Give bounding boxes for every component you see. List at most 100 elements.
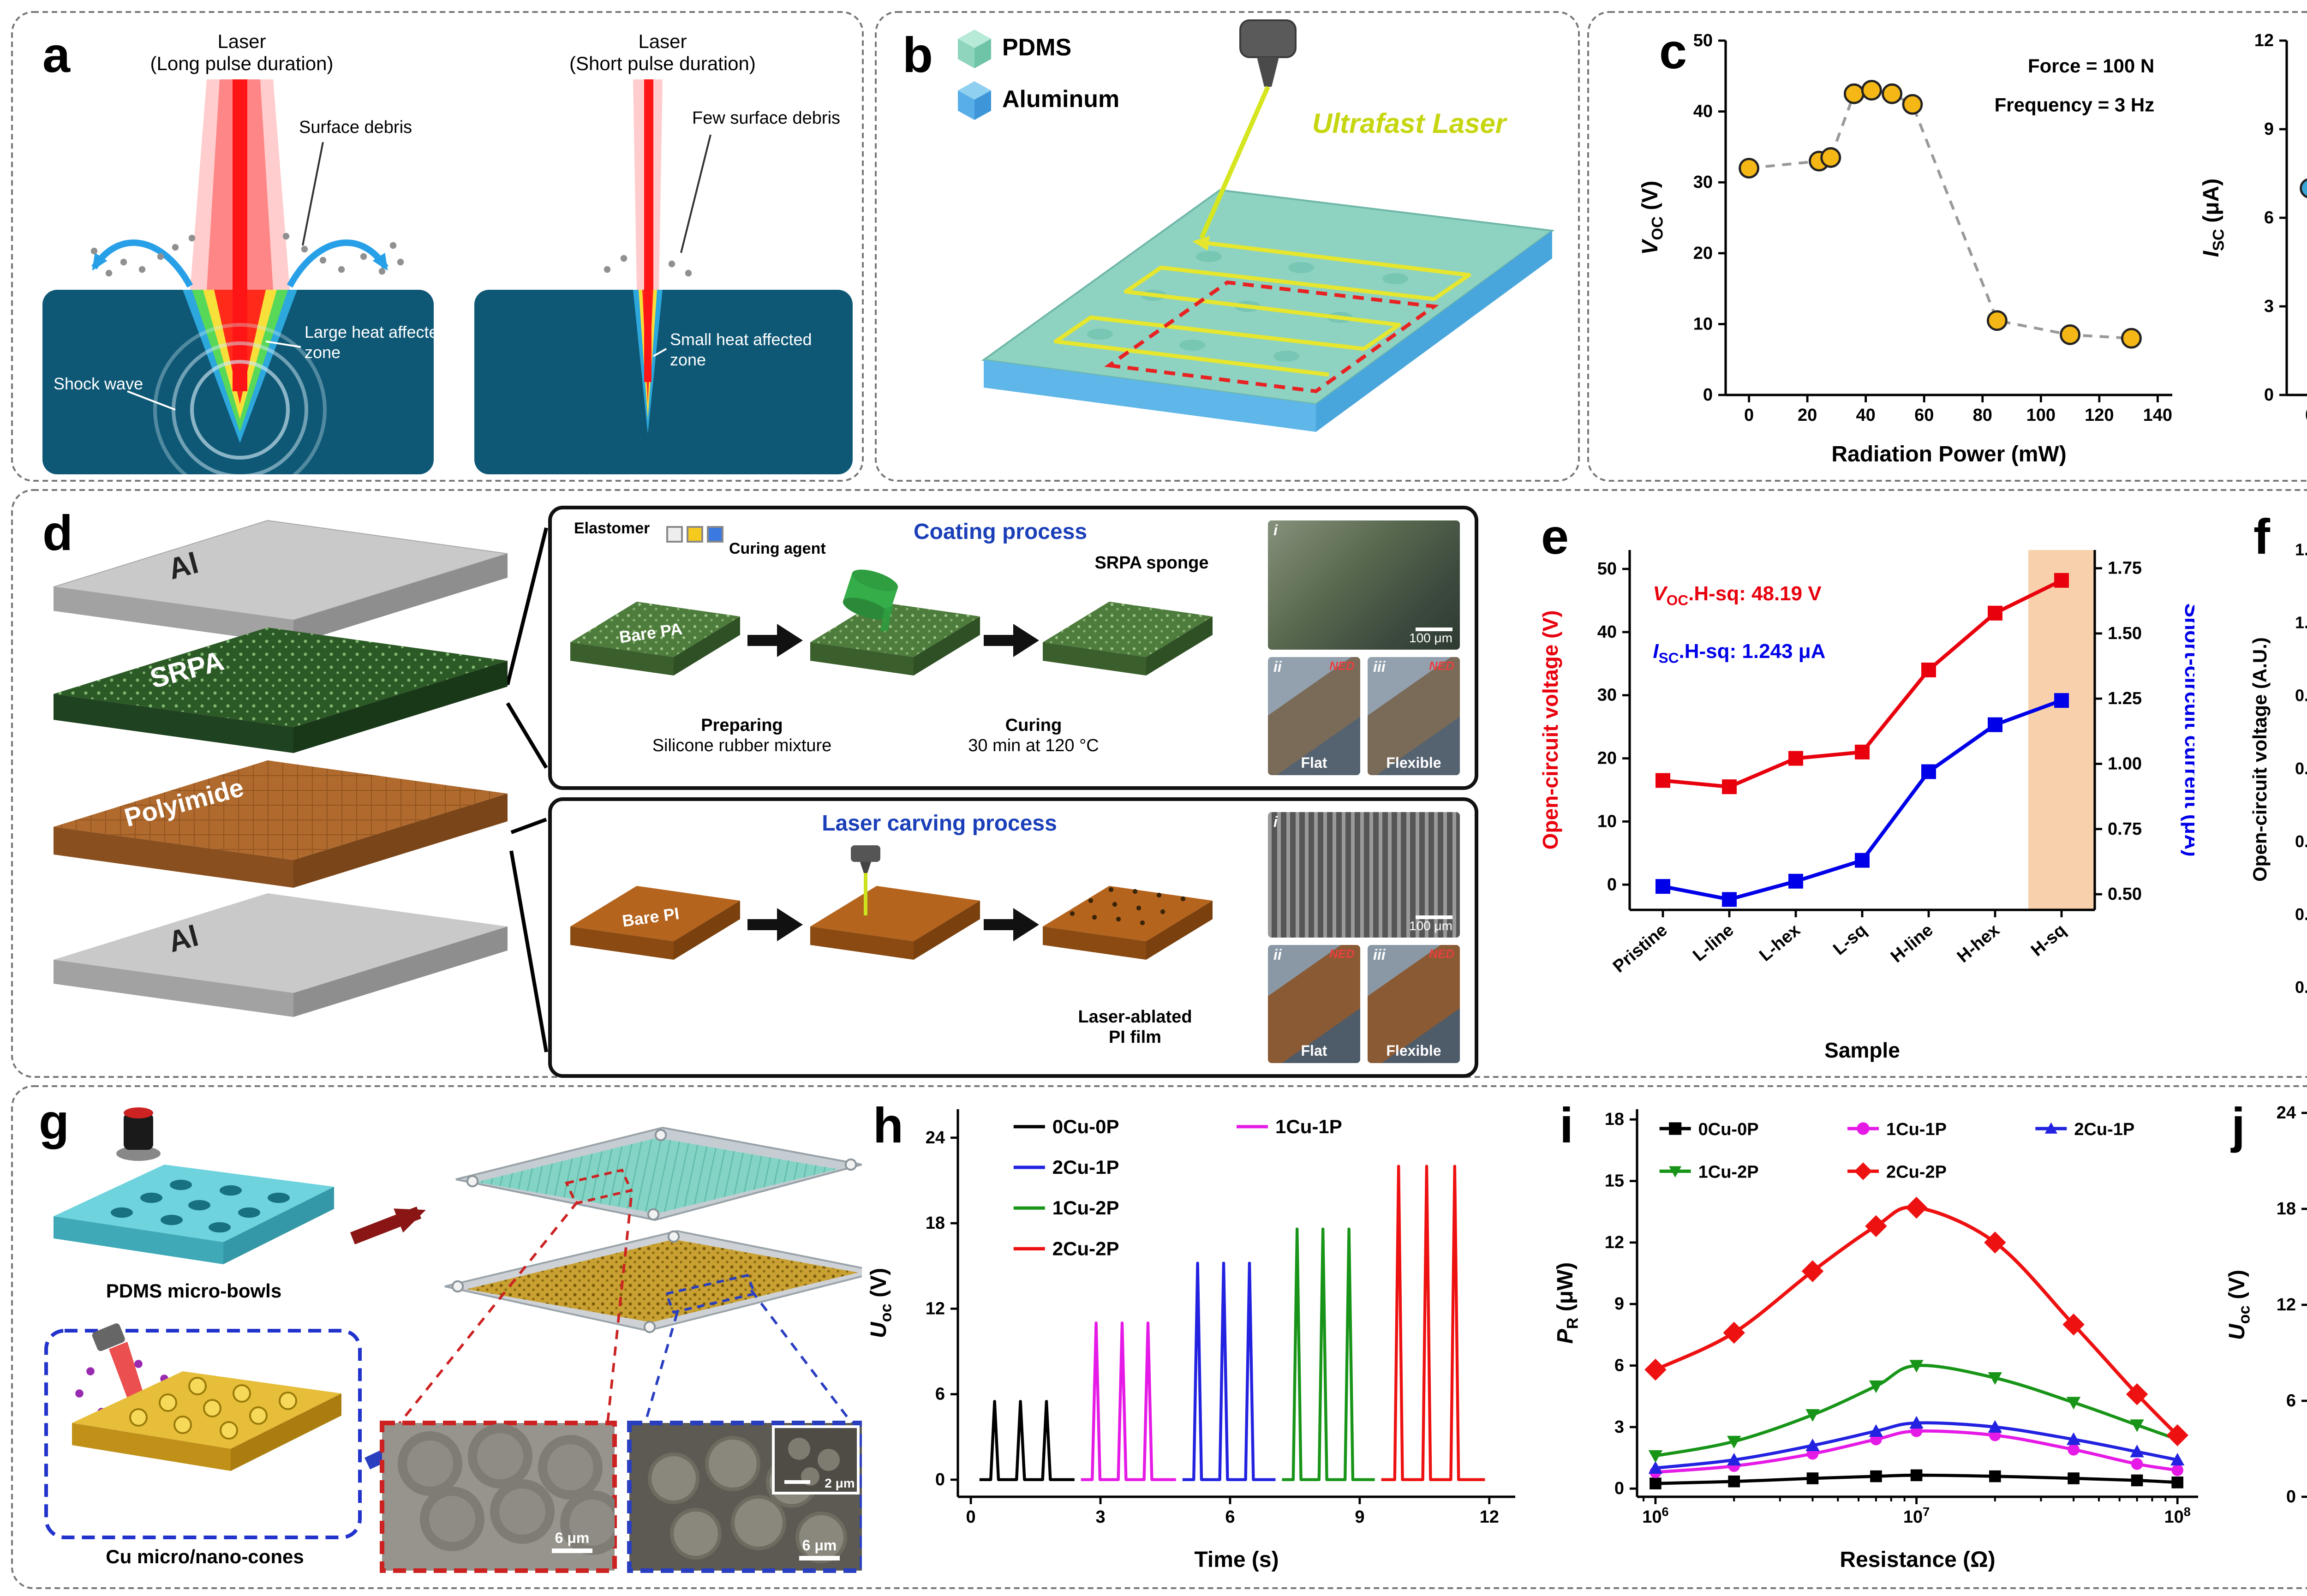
sem-scale-bar: 100 μm: [1409, 914, 1452, 934]
svg-text:Radiation Power (mW): Radiation Power (mW): [1831, 442, 2066, 466]
svg-text:9: 9: [2264, 120, 2274, 139]
flat-caption: Flat: [1301, 755, 1327, 771]
stamp-icon: [124, 1113, 153, 1150]
svg-text:L-sq: L-sq: [1829, 921, 1870, 959]
ned-watermark: NED: [1329, 661, 1355, 674]
panel-def: d Al SRPA Polyimide Al Elastomer: [11, 489, 2307, 1078]
svg-text:3: 3: [2264, 297, 2274, 316]
curing-agent-cube-icon: [707, 526, 723, 544]
svg-text:6: 6: [935, 1385, 945, 1404]
sem-ii-label: ii: [1273, 947, 1282, 963]
aluminum-cube-icon: [958, 81, 991, 120]
zoom-region-blue: [664, 1273, 757, 1314]
micro-bowl-holes: [111, 1179, 290, 1233]
srpa-sponge-label: SRPA sponge: [1094, 554, 1209, 574]
svg-text:Uoc (V): Uoc (V): [2225, 1270, 2253, 1340]
svg-text:Open-circuit voltage (V): Open-circuit voltage (V): [1538, 610, 1562, 850]
device-assembly-schematic: PDMS micro-bowls Cu micro/nano-cones: [44, 1107, 862, 1573]
laser-carving-title: Laser carving process: [822, 810, 1057, 836]
voltage-current-by-sample-chart: Pristine L-line L-hex L-sq H-line H-hex H-sq 0 1…: [1537, 506, 2194, 1069]
laser-ablated-caption-line2: PI film: [1108, 1028, 1161, 1049]
svg-text:ISC.H-sq: 1.243 μA: ISC.H-sq: 1.243 μA: [1653, 640, 1825, 666]
panel-b: b: [875, 11, 1580, 482]
svg-text:Open-circuit voltage (A.U.): Open-circuit voltage (A.U.): [2249, 637, 2271, 882]
top-plate-screws: [466, 1129, 857, 1221]
laser-ablated-caption: Laser-ablated PI film: [1017, 1008, 1253, 1049]
panel-label-j: j: [2231, 1098, 2246, 1154]
photo-flexible-srpa: iii NED Flexible: [1368, 657, 1460, 775]
svg-text:12: 12: [1605, 1233, 1624, 1252]
surface-debris-label: Surface debris: [299, 118, 412, 138]
panel-label-e: e: [1541, 509, 1569, 565]
uoc-vs-time-chart: 0 3 6 9 12 0 6 12 18 24 Time (s) Uoc (V) 0Cu-0P 1Cu-1…: [866, 1094, 1530, 1578]
svg-text:1.25: 1.25: [2108, 689, 2142, 708]
preparing-caption-line1: Preparing: [701, 716, 783, 736]
photo-flat-srpa: ii NED Flat: [1268, 657, 1360, 775]
few-surface-debris-label: Few surface debris: [692, 109, 841, 129]
svg-text:Resistance (Ω): Resistance (Ω): [1840, 1548, 1995, 1572]
left-laser-title: Laser (Long pulse duration): [120, 31, 364, 77]
svg-text:Uoc (V): Uoc (V): [867, 1268, 895, 1338]
sem-scale-text: 100 μm: [1409, 633, 1452, 646]
connector-lines: [506, 527, 548, 1052]
svg-text:Time (s): Time (s): [1194, 1548, 1279, 1572]
svg-text:12: 12: [2277, 1295, 2296, 1315]
laser-beam: [1199, 85, 1270, 239]
curing-caption-line2: 30 min at 120 °C: [968, 736, 1099, 757]
svg-text:0.75: 0.75: [2108, 819, 2142, 839]
svg-text:20: 20: [1693, 244, 1713, 263]
svg-text:6: 6: [2264, 208, 2274, 227]
coating-process-title: Coating process: [914, 519, 1088, 544]
svg-text:18: 18: [926, 1213, 945, 1233]
svg-text:H-sq: H-sq: [2027, 921, 2070, 960]
left-laser-title-line1: Laser: [217, 31, 266, 54]
sem-iii-label: iii: [1373, 659, 1386, 675]
cu-laser-head: [92, 1323, 125, 1351]
pdms-cube-icon: [958, 30, 991, 68]
shock-wave-label: Shock wave: [54, 375, 143, 393]
ned-watermark: NED: [1429, 949, 1454, 962]
svg-text:50: 50: [1693, 31, 1713, 50]
preparing-caption: Preparing Silicone rubber mixture: [596, 716, 888, 758]
svg-text:Frequency = 3 Hz: Frequency = 3 Hz: [1995, 94, 2155, 116]
svg-text:1.2: 1.2: [2295, 540, 2307, 559]
svg-text:0.8: 0.8: [2295, 686, 2307, 705]
ned-watermark: NED: [1429, 661, 1454, 674]
voc-vs-power-chart: 0 20 40 60 80 100 120 140 0 10 20 30 40 50 Radiation P…: [1637, 22, 2191, 472]
svg-text:2Cu-1P: 2Cu-1P: [2074, 1120, 2134, 1139]
legend-aluminum-label: Aluminum: [1002, 85, 1120, 113]
sem-scale-text: 100 μm: [1409, 921, 1452, 934]
laser-beam-core-right: [644, 79, 653, 290]
svg-text:6: 6: [1225, 1507, 1235, 1527]
laser-carving-box: Laser carving process Bare PI Laser-abla: [548, 797, 1478, 1078]
svg-text:9: 9: [1355, 1507, 1364, 1527]
svg-text:140: 140: [2143, 406, 2172, 425]
panel-label-f: f: [2253, 509, 2270, 565]
panel-label-c: c: [1659, 24, 1687, 79]
laser-raster-path: [1053, 236, 1471, 377]
right-laser-title: Laser (Short pulse duration): [541, 31, 784, 77]
laser-beam-core-left: [233, 79, 247, 290]
svg-text:30: 30: [1597, 686, 1617, 705]
svg-text:0: 0: [1703, 385, 1713, 405]
svg-text:108: 108: [2164, 1505, 2191, 1527]
svg-text:0.2: 0.2: [2295, 905, 2307, 924]
zoom-region-red: [565, 1168, 633, 1205]
svg-text:18: 18: [2277, 1199, 2296, 1219]
laser-ablation-schematic: [42, 79, 853, 474]
svg-text:107: 107: [1903, 1505, 1930, 1527]
svg-text:100: 100: [2026, 406, 2056, 425]
svg-text:0Cu-0P: 0Cu-0P: [1698, 1120, 1759, 1139]
svg-text:15: 15: [1605, 1172, 1624, 1191]
legend-pdms-label: PDMS: [1002, 33, 1072, 61]
cu-process-outline: [44, 1329, 362, 1539]
carving-laser-head: [851, 845, 880, 862]
panel-a: a: [11, 11, 864, 482]
panel-ghij: g PDMS micro-bowls: [11, 1085, 2307, 1589]
sem-cones: 2 μm 6 μm: [627, 1421, 862, 1573]
svg-text:Sample: Sample: [1824, 1038, 1900, 1062]
sem-cones-inset-scale: 2 μm: [825, 1476, 855, 1490]
svg-text:1.00: 1.00: [2108, 754, 2142, 773]
svg-text:0: 0: [2264, 385, 2274, 405]
svg-text:Force = 100 N: Force = 100 N: [2028, 55, 2154, 77]
